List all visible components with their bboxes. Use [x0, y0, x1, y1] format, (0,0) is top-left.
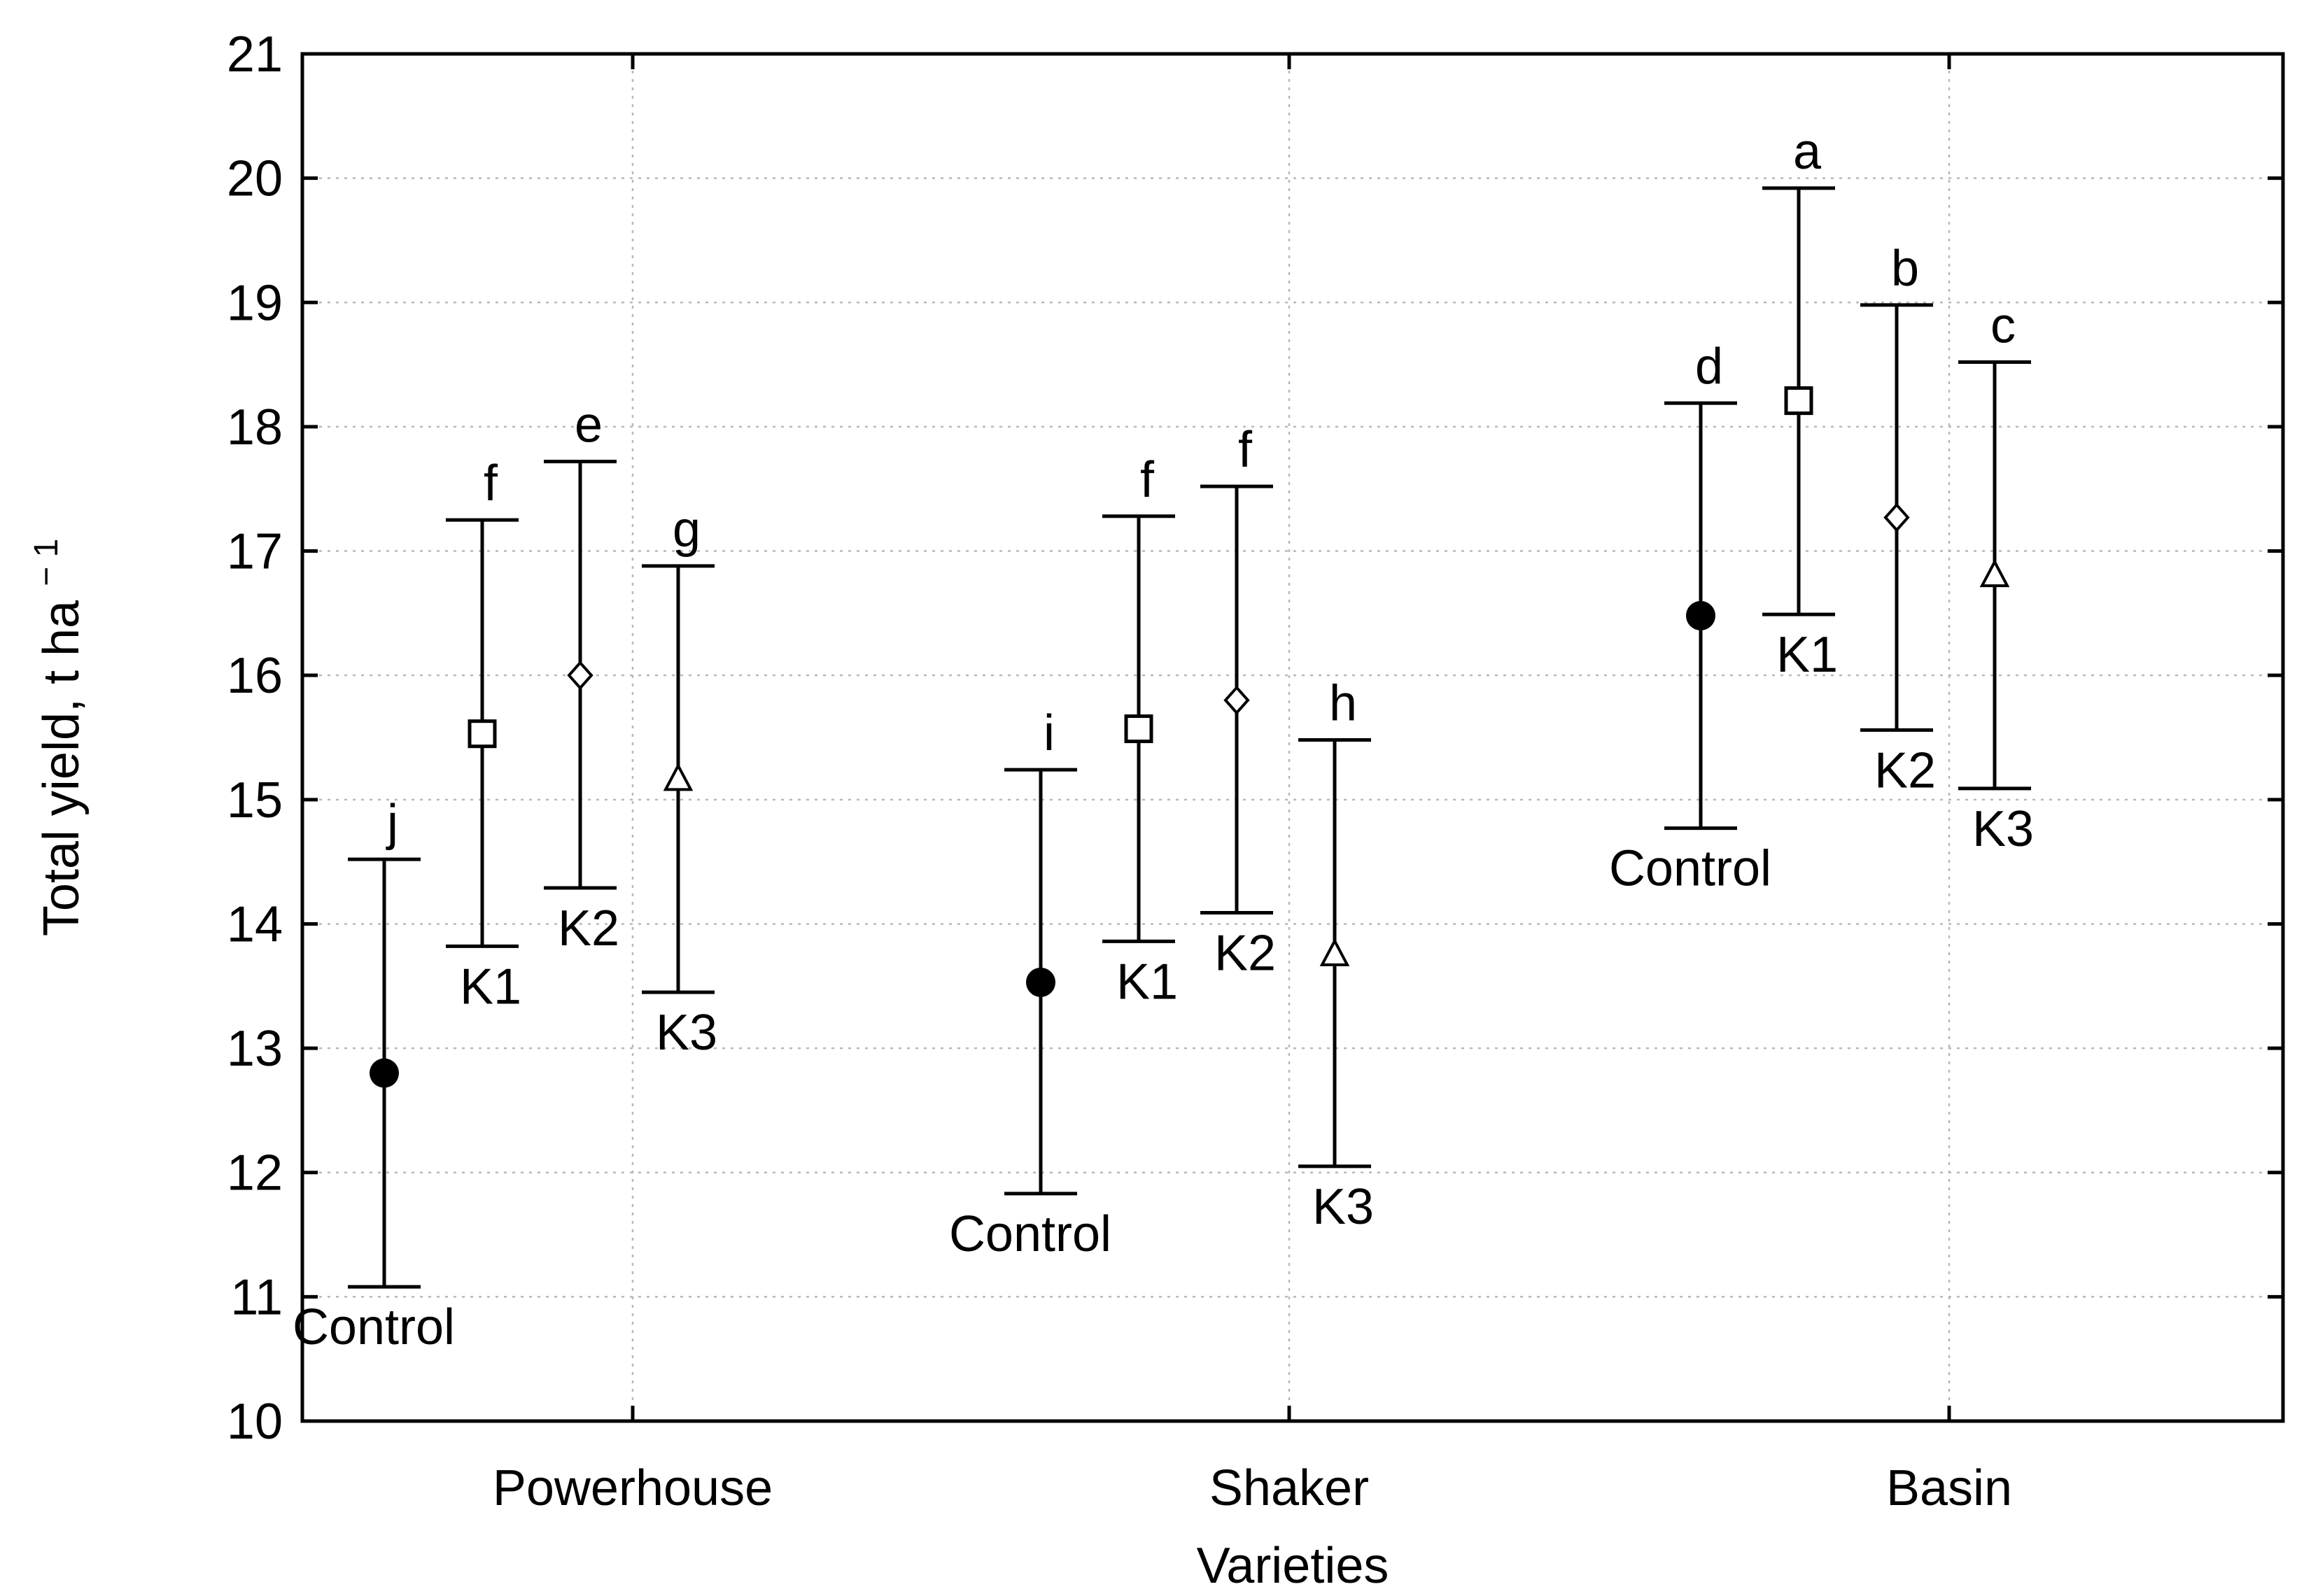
- y-axis: 10 11 12 13 14 15 16 17 18 19 20 21: [227, 27, 2283, 1450]
- mean-marker: [1026, 967, 1055, 997]
- series-control: j Control i Control d Control: [293, 339, 1771, 1355]
- significance-letter: d: [1695, 339, 1723, 395]
- y-tick-label: 20: [227, 151, 283, 207]
- significance-letter: a: [1793, 124, 1822, 180]
- treatment-label: K2: [558, 901, 619, 956]
- category-label: Shaker: [1209, 1460, 1369, 1516]
- mean-marker: [1223, 685, 1250, 715]
- significance-letter: b: [1891, 241, 1919, 297]
- mean-marker: [370, 1058, 399, 1088]
- treatment-label: K2: [1214, 925, 1276, 981]
- y-tick-label: 14: [227, 896, 283, 952]
- treatment-label: K1: [1116, 954, 1178, 1010]
- treatment-label: K3: [1312, 1179, 1374, 1235]
- category-label: Powerhouse: [493, 1460, 773, 1516]
- y-tick-label: 13: [227, 1021, 283, 1077]
- treatment-label: K3: [656, 1005, 717, 1061]
- y-axis-title-main: Total yield, t ha: [34, 600, 90, 936]
- mean-marker: [1979, 558, 2010, 588]
- significance-letter: g: [673, 502, 701, 558]
- mean-marker: [468, 719, 497, 749]
- y-tick-label: 21: [227, 27, 283, 83]
- mean-marker: [1319, 938, 1350, 966]
- y-axis-title-superscript: − 1: [28, 539, 65, 586]
- y-tick-label: 10: [227, 1394, 283, 1450]
- y-axis-title: Total yield, t ha − 1: [28, 539, 90, 936]
- mean-marker: [1124, 714, 1153, 744]
- series-k3: g K3 h K3 c K3: [642, 298, 2034, 1235]
- plot-frame: [300, 52, 2285, 1423]
- treatment-label: K2: [1874, 742, 1936, 798]
- y-tick-label: 17: [227, 524, 283, 580]
- series-k2: e K2 f K2 b K2: [544, 241, 1936, 981]
- y-tick-label: 15: [227, 772, 283, 828]
- x-axis: Powerhouse Shaker Basin: [493, 54, 2012, 1516]
- mean-marker: [1883, 502, 1910, 532]
- grid-lines: [302, 54, 2283, 1421]
- mean-marker: [567, 661, 593, 691]
- y-tick-label: 12: [227, 1145, 283, 1201]
- y-tick-label: 18: [227, 400, 283, 456]
- treatment-label: K1: [460, 959, 521, 1015]
- significance-letter: i: [1044, 705, 1055, 761]
- significance-letter: e: [575, 397, 603, 453]
- mean-marker: [663, 763, 694, 791]
- x-axis-title: Varieties: [1197, 1538, 1389, 1594]
- significance-letter: c: [1990, 298, 2016, 354]
- y-tick-label: 16: [227, 648, 283, 704]
- series: j Control i Control d Control f K1 f K1 a K1 e K2 f K2 b…: [293, 124, 2034, 1355]
- treatment-label: K1: [1776, 627, 1838, 683]
- treatment-label: Control: [293, 1299, 455, 1355]
- y-tick-label: 19: [227, 275, 283, 331]
- mean-marker: [1686, 600, 1715, 630]
- series-k1: f K1 f K1 a K1: [446, 124, 1838, 1015]
- significance-letter: f: [1238, 422, 1253, 478]
- mean-marker: [1784, 386, 1813, 416]
- treatment-label: Control: [949, 1206, 1111, 1262]
- treatment-label: Control: [1609, 841, 1771, 897]
- significance-letter: j: [386, 795, 398, 851]
- category-label: Basin: [1886, 1460, 2012, 1516]
- treatment-label: K3: [1972, 801, 2034, 857]
- significance-letter: f: [484, 456, 498, 511]
- y-tick-label: 11: [230, 1269, 283, 1325]
- significance-letter: h: [1329, 676, 1357, 732]
- significance-letter: f: [1140, 452, 1155, 508]
